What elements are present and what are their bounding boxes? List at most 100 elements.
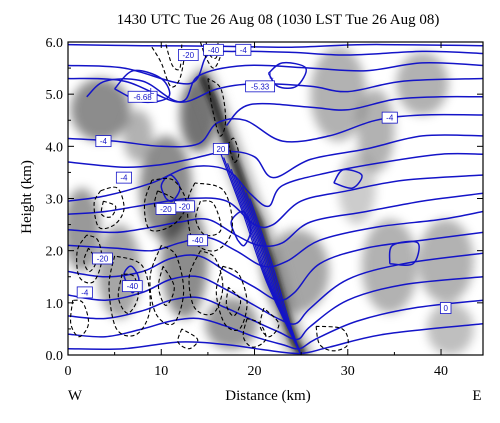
contour-label-text: -4 xyxy=(81,288,89,297)
dashed-contour-line xyxy=(315,325,349,352)
y-tick-label: 6.0 xyxy=(46,36,64,51)
contour-label-text: -20 xyxy=(179,202,191,211)
shading-blob xyxy=(427,302,474,355)
contour-label-box xyxy=(115,171,132,184)
x-tick-label: 20 xyxy=(248,364,262,379)
dashed-contour-line xyxy=(93,186,125,230)
solid-contour-line xyxy=(68,276,483,341)
x-tick-label: 10 xyxy=(154,364,168,379)
contour-label: 20 xyxy=(212,143,229,155)
solid-contour-line xyxy=(225,95,483,127)
dashed-contour-line xyxy=(70,299,90,338)
contour-label-box xyxy=(235,43,252,56)
shading-blob xyxy=(97,224,141,319)
shading-blob xyxy=(161,203,208,319)
contour-label-text: -5.33 xyxy=(251,82,270,91)
contour-label-box xyxy=(95,135,112,148)
contour-label: -4 xyxy=(381,111,398,124)
contour-label-box xyxy=(381,111,398,124)
solid-contour-line xyxy=(68,322,483,355)
contour-label: 0 xyxy=(439,302,452,314)
contour-label: -40 xyxy=(122,280,143,293)
contour-label-layer: -20-40 -4-6.68-5.33-4-4-420-20-20-40-20-4… xyxy=(76,43,452,314)
shading-blob xyxy=(205,297,258,350)
dashed-contour-line xyxy=(177,328,199,350)
y-axis-label: Height (km) xyxy=(19,160,35,234)
dashed-contour-line xyxy=(188,250,224,316)
dashed-contour-line xyxy=(117,273,139,314)
solid-contour-line xyxy=(267,61,307,90)
low-pressure-marker: L xyxy=(269,72,274,81)
y-tick-label: 2.0 xyxy=(46,245,64,260)
contour-label: -4 xyxy=(76,286,93,299)
y-tick-label: 3.0 xyxy=(46,193,64,208)
x-axis: 0 10 20 30 40 xyxy=(65,42,448,379)
contour-label-box xyxy=(92,252,113,265)
dashed-contour-line xyxy=(157,266,175,306)
y-tick-label: 4.0 xyxy=(46,140,64,155)
y-tick-label: 5.0 xyxy=(46,88,64,103)
contour-label-box xyxy=(187,234,208,247)
solid-contour-line xyxy=(123,265,140,294)
x-tick-label: 30 xyxy=(341,364,355,379)
dashed-contour-line xyxy=(215,265,248,331)
contour-label: -4 xyxy=(235,43,252,56)
contour-label: -4 xyxy=(95,135,112,148)
contour-label-text: -6.68 xyxy=(133,93,152,102)
y-tick-label: 1.0 xyxy=(46,297,64,312)
contour-label-box xyxy=(155,203,177,215)
chart-title: 1430 UTC Tue 26 Aug 08 (1030 LST Tue 26 … xyxy=(117,12,440,28)
dashed-contour-line xyxy=(108,255,151,337)
shading-blob xyxy=(417,219,474,303)
dashed-contour-line xyxy=(83,247,97,273)
shading-blob xyxy=(123,109,153,162)
dashed-contour-line xyxy=(225,286,242,317)
solid-contour-line xyxy=(68,252,483,325)
contour-label: -40 xyxy=(203,43,224,56)
contour-label: -20 xyxy=(92,252,113,265)
x-axis-label: Distance (km) xyxy=(225,388,310,404)
contour-label-box xyxy=(127,90,158,103)
solid-contour-line xyxy=(68,61,483,103)
contour-label: -4 xyxy=(115,171,132,184)
contour-label-text: 0 xyxy=(443,304,448,313)
contour-label-box xyxy=(203,43,224,56)
x-tick-label: 40 xyxy=(434,364,448,379)
contour-label-text: -4 xyxy=(100,137,108,146)
contour-label-text: -20 xyxy=(97,254,109,263)
x-end-label-east: E xyxy=(472,388,481,404)
contour-label-text: -40 xyxy=(192,236,204,245)
dashed-contour-line xyxy=(151,46,187,88)
contour-label-box xyxy=(76,286,93,299)
y-axis: 0.0 1.0 2.0 3.0 4.0 5.0 6.0 xyxy=(46,36,483,364)
solid-contour-line xyxy=(68,210,483,268)
dashed-contour-line xyxy=(149,244,185,326)
contour-label-box xyxy=(178,49,199,61)
shading-blob xyxy=(70,78,131,142)
contour-label-text: -40 xyxy=(127,282,139,291)
convergence-fan xyxy=(219,151,302,355)
dashed-contour-line xyxy=(76,234,103,284)
shading-blob xyxy=(357,88,395,173)
dashed-contour-line xyxy=(207,78,227,137)
solid-contour-line xyxy=(68,152,483,208)
low-pressure-marker: L xyxy=(150,87,155,96)
contour-label: -20 xyxy=(155,203,177,215)
contour-label-box xyxy=(439,302,452,314)
solid-contour-line xyxy=(68,43,483,49)
contour-label-text: -4 xyxy=(120,174,128,183)
solid-contour-line xyxy=(388,240,420,266)
contour-label-box xyxy=(212,143,229,155)
solid-contour-line xyxy=(68,134,483,179)
dashed-contour-line xyxy=(242,317,267,348)
solid-contour-line xyxy=(68,231,483,302)
contour-label: -6.68 xyxy=(127,90,158,103)
dashed-contour-line xyxy=(227,137,240,163)
x-end-label-west: W xyxy=(68,388,83,404)
solid-contour-line xyxy=(333,168,363,190)
dashed-contour-line xyxy=(165,44,183,71)
dashed-contour-line xyxy=(259,307,280,338)
contour-label: -5.33 xyxy=(245,80,276,93)
y-tick-label: 0.0 xyxy=(46,349,64,364)
contour-label-box xyxy=(122,280,143,293)
